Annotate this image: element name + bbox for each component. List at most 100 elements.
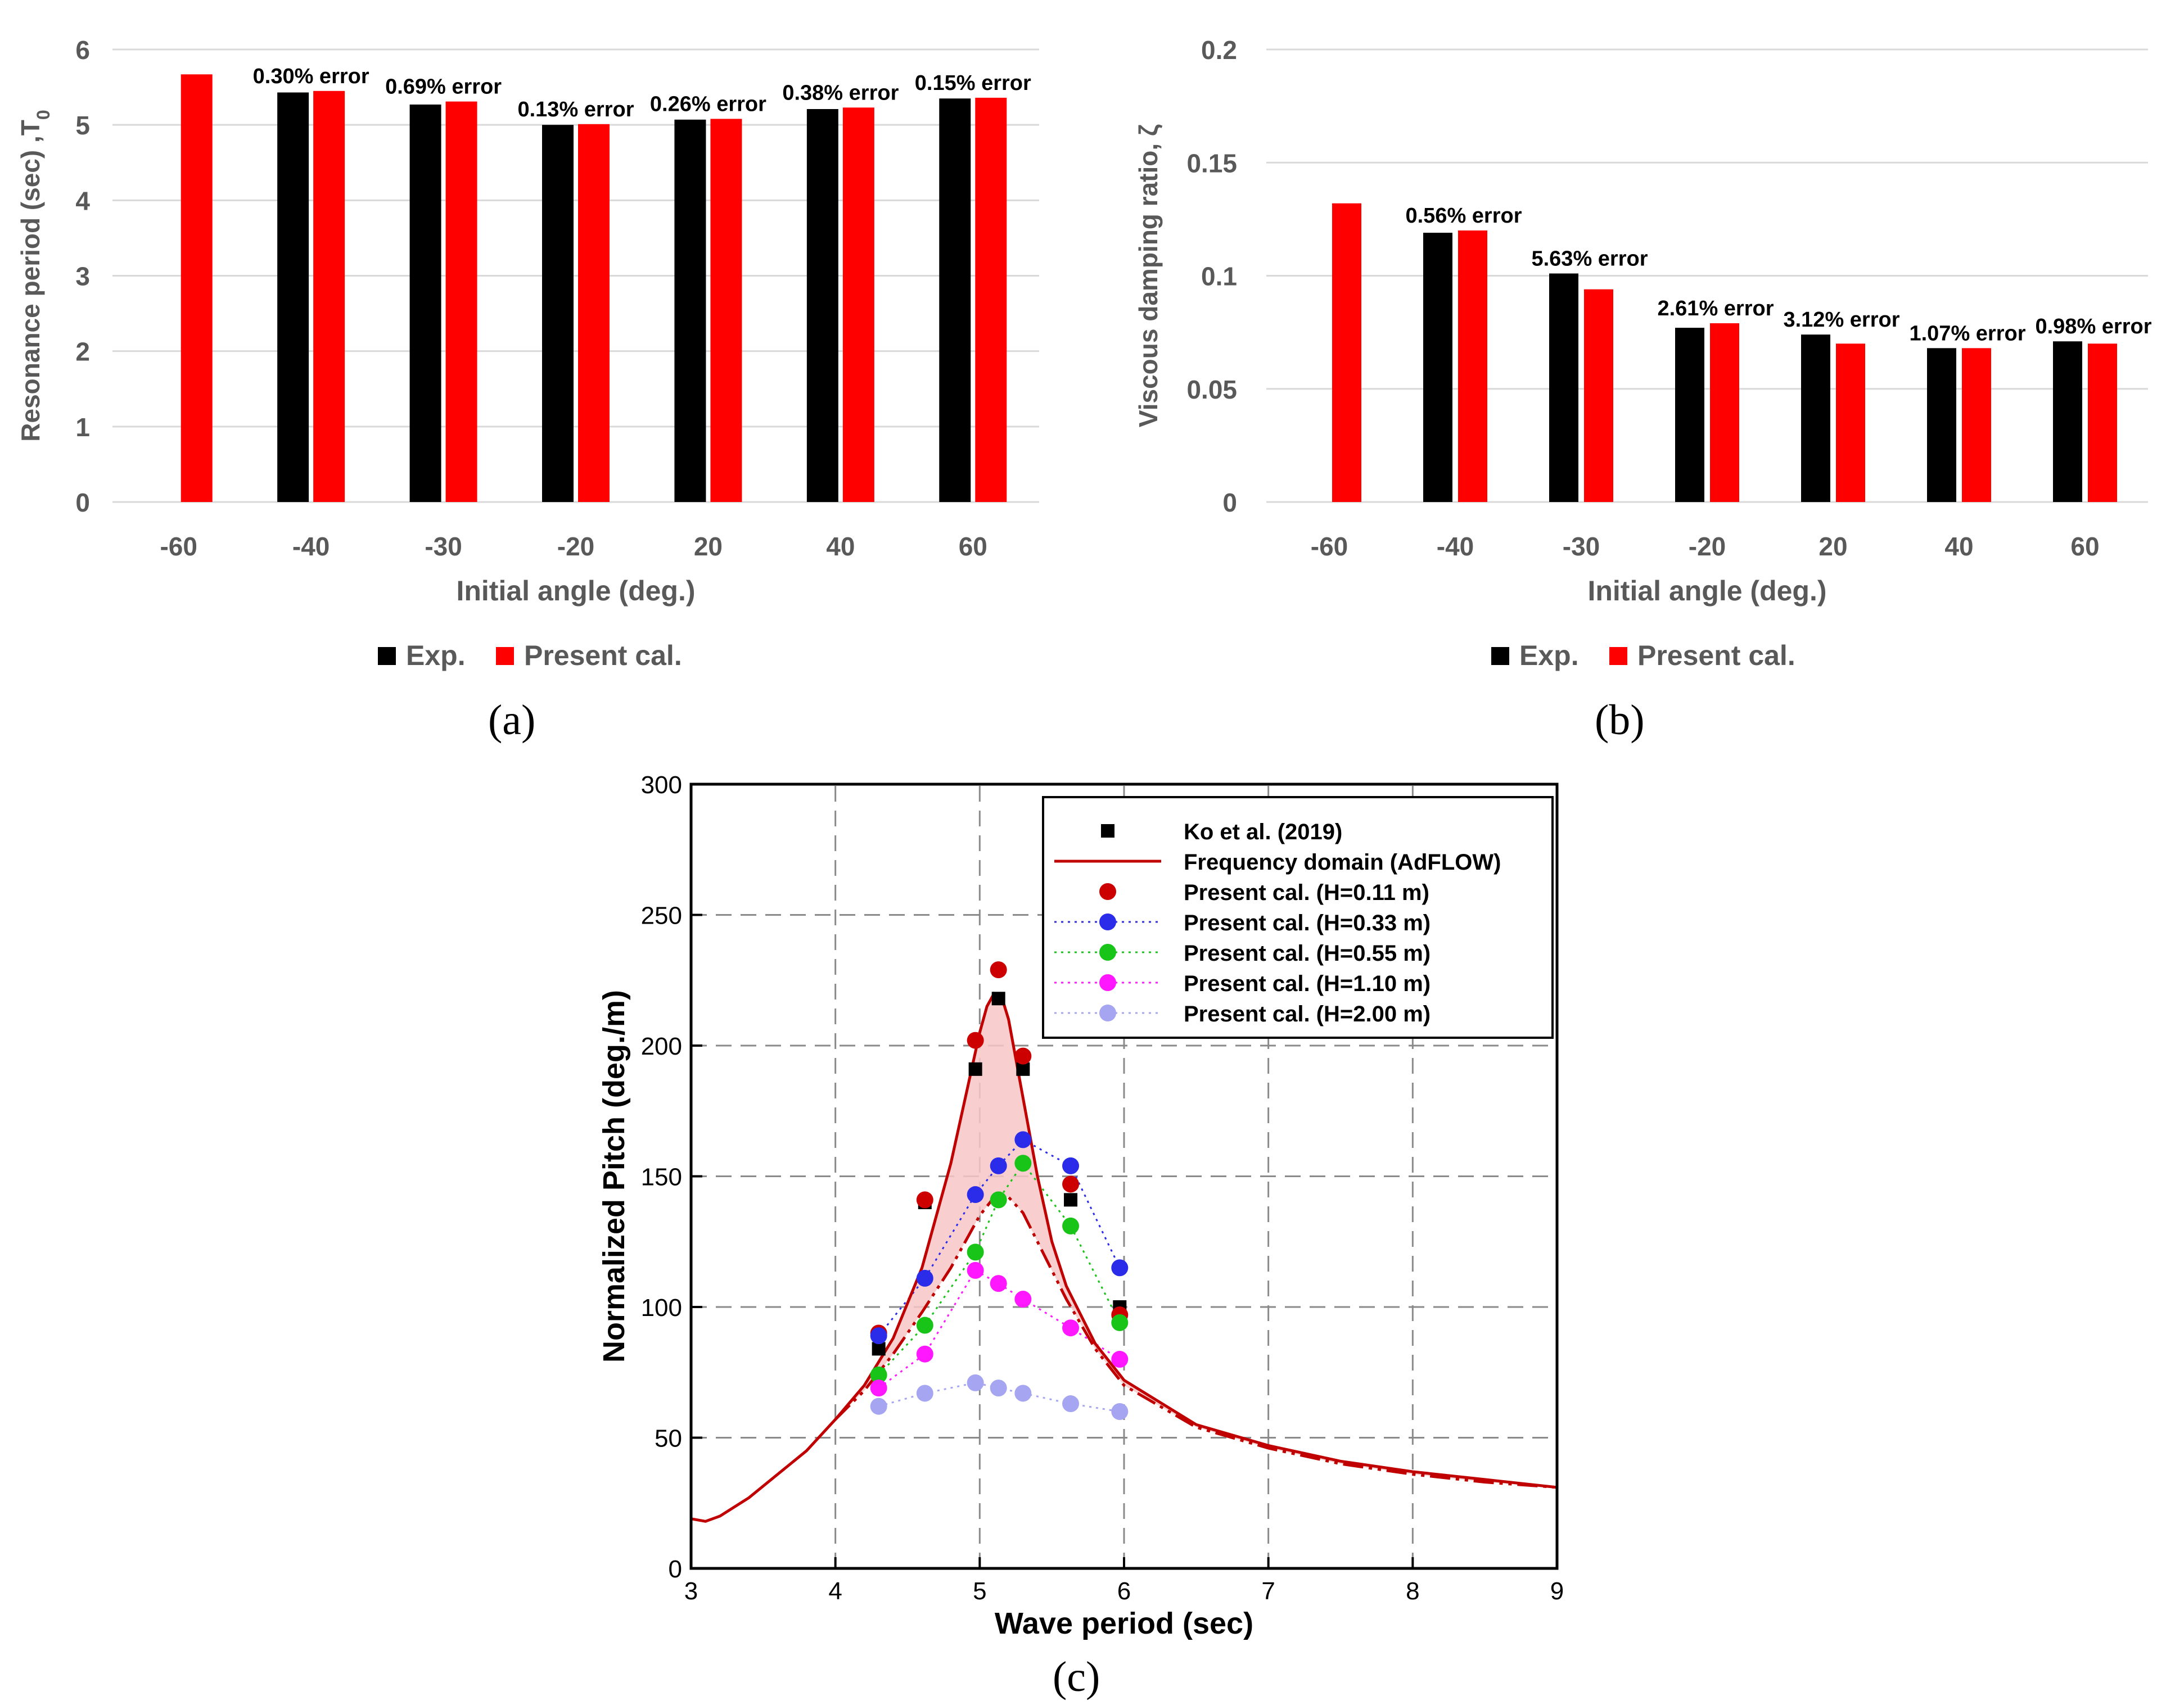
x-tick-label: 5 — [973, 1577, 986, 1605]
y-tick-label: 0 — [1222, 488, 1237, 517]
data-point — [870, 1380, 887, 1397]
data-point — [1062, 1395, 1080, 1413]
bar-present — [975, 97, 1007, 502]
x-tick-label: 3 — [684, 1577, 698, 1605]
bar-present — [313, 91, 345, 502]
data-point — [870, 1398, 887, 1415]
y-tick-label: 5 — [75, 111, 90, 140]
data-point — [1014, 1131, 1032, 1148]
error-annotation: 5.63% error — [1531, 247, 1648, 270]
bar-exp — [674, 119, 706, 502]
error-annotation: 0.38% error — [782, 81, 899, 105]
legend-label: Present cal. (H=1.10 m) — [1184, 971, 1431, 996]
y-tick-label: 6 — [75, 35, 90, 65]
x-tick-label: 6 — [1117, 1577, 1131, 1605]
error-annotation: 0.56% error — [1405, 204, 1522, 228]
bar-exp — [277, 92, 309, 503]
legend-swatch-exp — [378, 647, 396, 665]
data-point — [1062, 1157, 1080, 1174]
bar-exp — [1675, 328, 1704, 502]
data-point — [1062, 1319, 1080, 1337]
bar-present — [1710, 323, 1739, 502]
data-point — [1062, 1217, 1080, 1234]
bar-present — [842, 107, 874, 502]
y-axis-title: Normalized Pitch (deg./m) — [597, 990, 631, 1363]
x-tick-label: -60 — [1311, 532, 1348, 561]
x-tick-label: 9 — [1550, 1577, 1564, 1605]
chart-a: 0 1 2 3 4 5 6 -60 -40 0.30% error -30 0.69% error -2… — [16, 35, 1039, 671]
panel-label-c: (c) — [1053, 1653, 1100, 1701]
x-axis-title: Initial angle (deg.) — [1587, 575, 1826, 607]
data-point-ko — [991, 992, 1005, 1006]
x-tick-label: -20 — [1689, 532, 1726, 561]
bar-present — [1836, 343, 1865, 502]
bar-present — [445, 101, 477, 502]
bar-exp — [1927, 348, 1956, 502]
data-point — [870, 1327, 887, 1345]
data-point — [1111, 1351, 1129, 1368]
error-annotation: 0.98% error — [2035, 315, 2151, 338]
data-point — [967, 1243, 984, 1261]
legend-label: Present cal. (H=0.11 m) — [1184, 880, 1429, 905]
y-tick-label: 2 — [75, 337, 90, 367]
data-point-ko — [872, 1342, 886, 1356]
x-tick-label: 60 — [2070, 532, 2099, 561]
legend-marker — [1099, 974, 1116, 991]
legend-label-present: Present cal. — [1637, 640, 1795, 671]
data-point — [990, 1275, 1007, 1292]
bar-present — [1962, 348, 1991, 502]
error-annotation: 2.61% error — [1657, 297, 1774, 320]
x-tick-label: 40 — [1944, 532, 1973, 561]
y-tick-label: 0.2 — [1201, 35, 1237, 65]
data-point — [990, 1191, 1007, 1209]
legend-marker — [1099, 913, 1116, 930]
panel-label-a: (a) — [488, 697, 536, 744]
bar-exp — [409, 104, 441, 503]
chart-c: 3 4 5 6 7 8 9 0 50 100 150 200 250 300 Wave period (se… — [597, 771, 1564, 1640]
error-annotation: 0.13% error — [517, 98, 634, 121]
legend-marker — [1101, 824, 1114, 838]
legend-label: Ko et al. (2019) — [1184, 820, 1342, 844]
data-point-ko — [1064, 1193, 1078, 1207]
x-tick-label: -20 — [557, 532, 594, 561]
y-tick-label: 3 — [75, 262, 90, 291]
bar-present — [1458, 230, 1487, 502]
legend-label-exp: Exp. — [1519, 640, 1579, 671]
data-point — [967, 1261, 984, 1279]
uncertainty-band — [835, 993, 1557, 1487]
data-point — [990, 1380, 1007, 1397]
legend-label-exp: Exp. — [406, 640, 466, 671]
data-point — [990, 961, 1007, 979]
legend-label: Frequency domain (AdFLOW) — [1184, 850, 1501, 875]
data-point — [870, 1366, 887, 1383]
y-tick-label: 100 — [641, 1294, 682, 1322]
data-point — [1111, 1259, 1129, 1277]
y-tick-label: 0.05 — [1186, 375, 1237, 404]
error-annotation: 0.69% error — [385, 75, 502, 99]
bar-exp — [1423, 233, 1452, 502]
legend-swatch-exp — [1491, 647, 1509, 665]
legend-marker — [1099, 883, 1116, 900]
data-point — [1014, 1385, 1032, 1402]
data-point — [916, 1269, 933, 1287]
data-point — [967, 1374, 984, 1391]
bar-exp — [542, 125, 574, 502]
x-tick-label: 60 — [959, 532, 987, 561]
legend-label: Present cal. (H=0.33 m) — [1184, 911, 1431, 935]
legend-box — [1042, 796, 1554, 1039]
data-point — [967, 1032, 984, 1049]
legend-swatch-present — [1609, 647, 1627, 665]
x-tick-label: -60 — [160, 532, 197, 561]
y-tick-label: 300 — [641, 771, 682, 799]
bar-exp — [1801, 334, 1830, 502]
x-tick-label: -40 — [292, 532, 330, 561]
data-point — [916, 1345, 933, 1363]
bar-present — [578, 124, 610, 502]
bar-present — [1332, 203, 1361, 502]
y-tick-label: 250 — [641, 902, 682, 930]
x-tick-label: 40 — [826, 532, 855, 561]
error-annotation: 3.12% error — [1783, 308, 1899, 332]
x-axis-title: Initial angle (deg.) — [456, 575, 695, 607]
y-tick-label: 0.15 — [1186, 148, 1237, 178]
y-tick-label: 150 — [641, 1164, 682, 1191]
